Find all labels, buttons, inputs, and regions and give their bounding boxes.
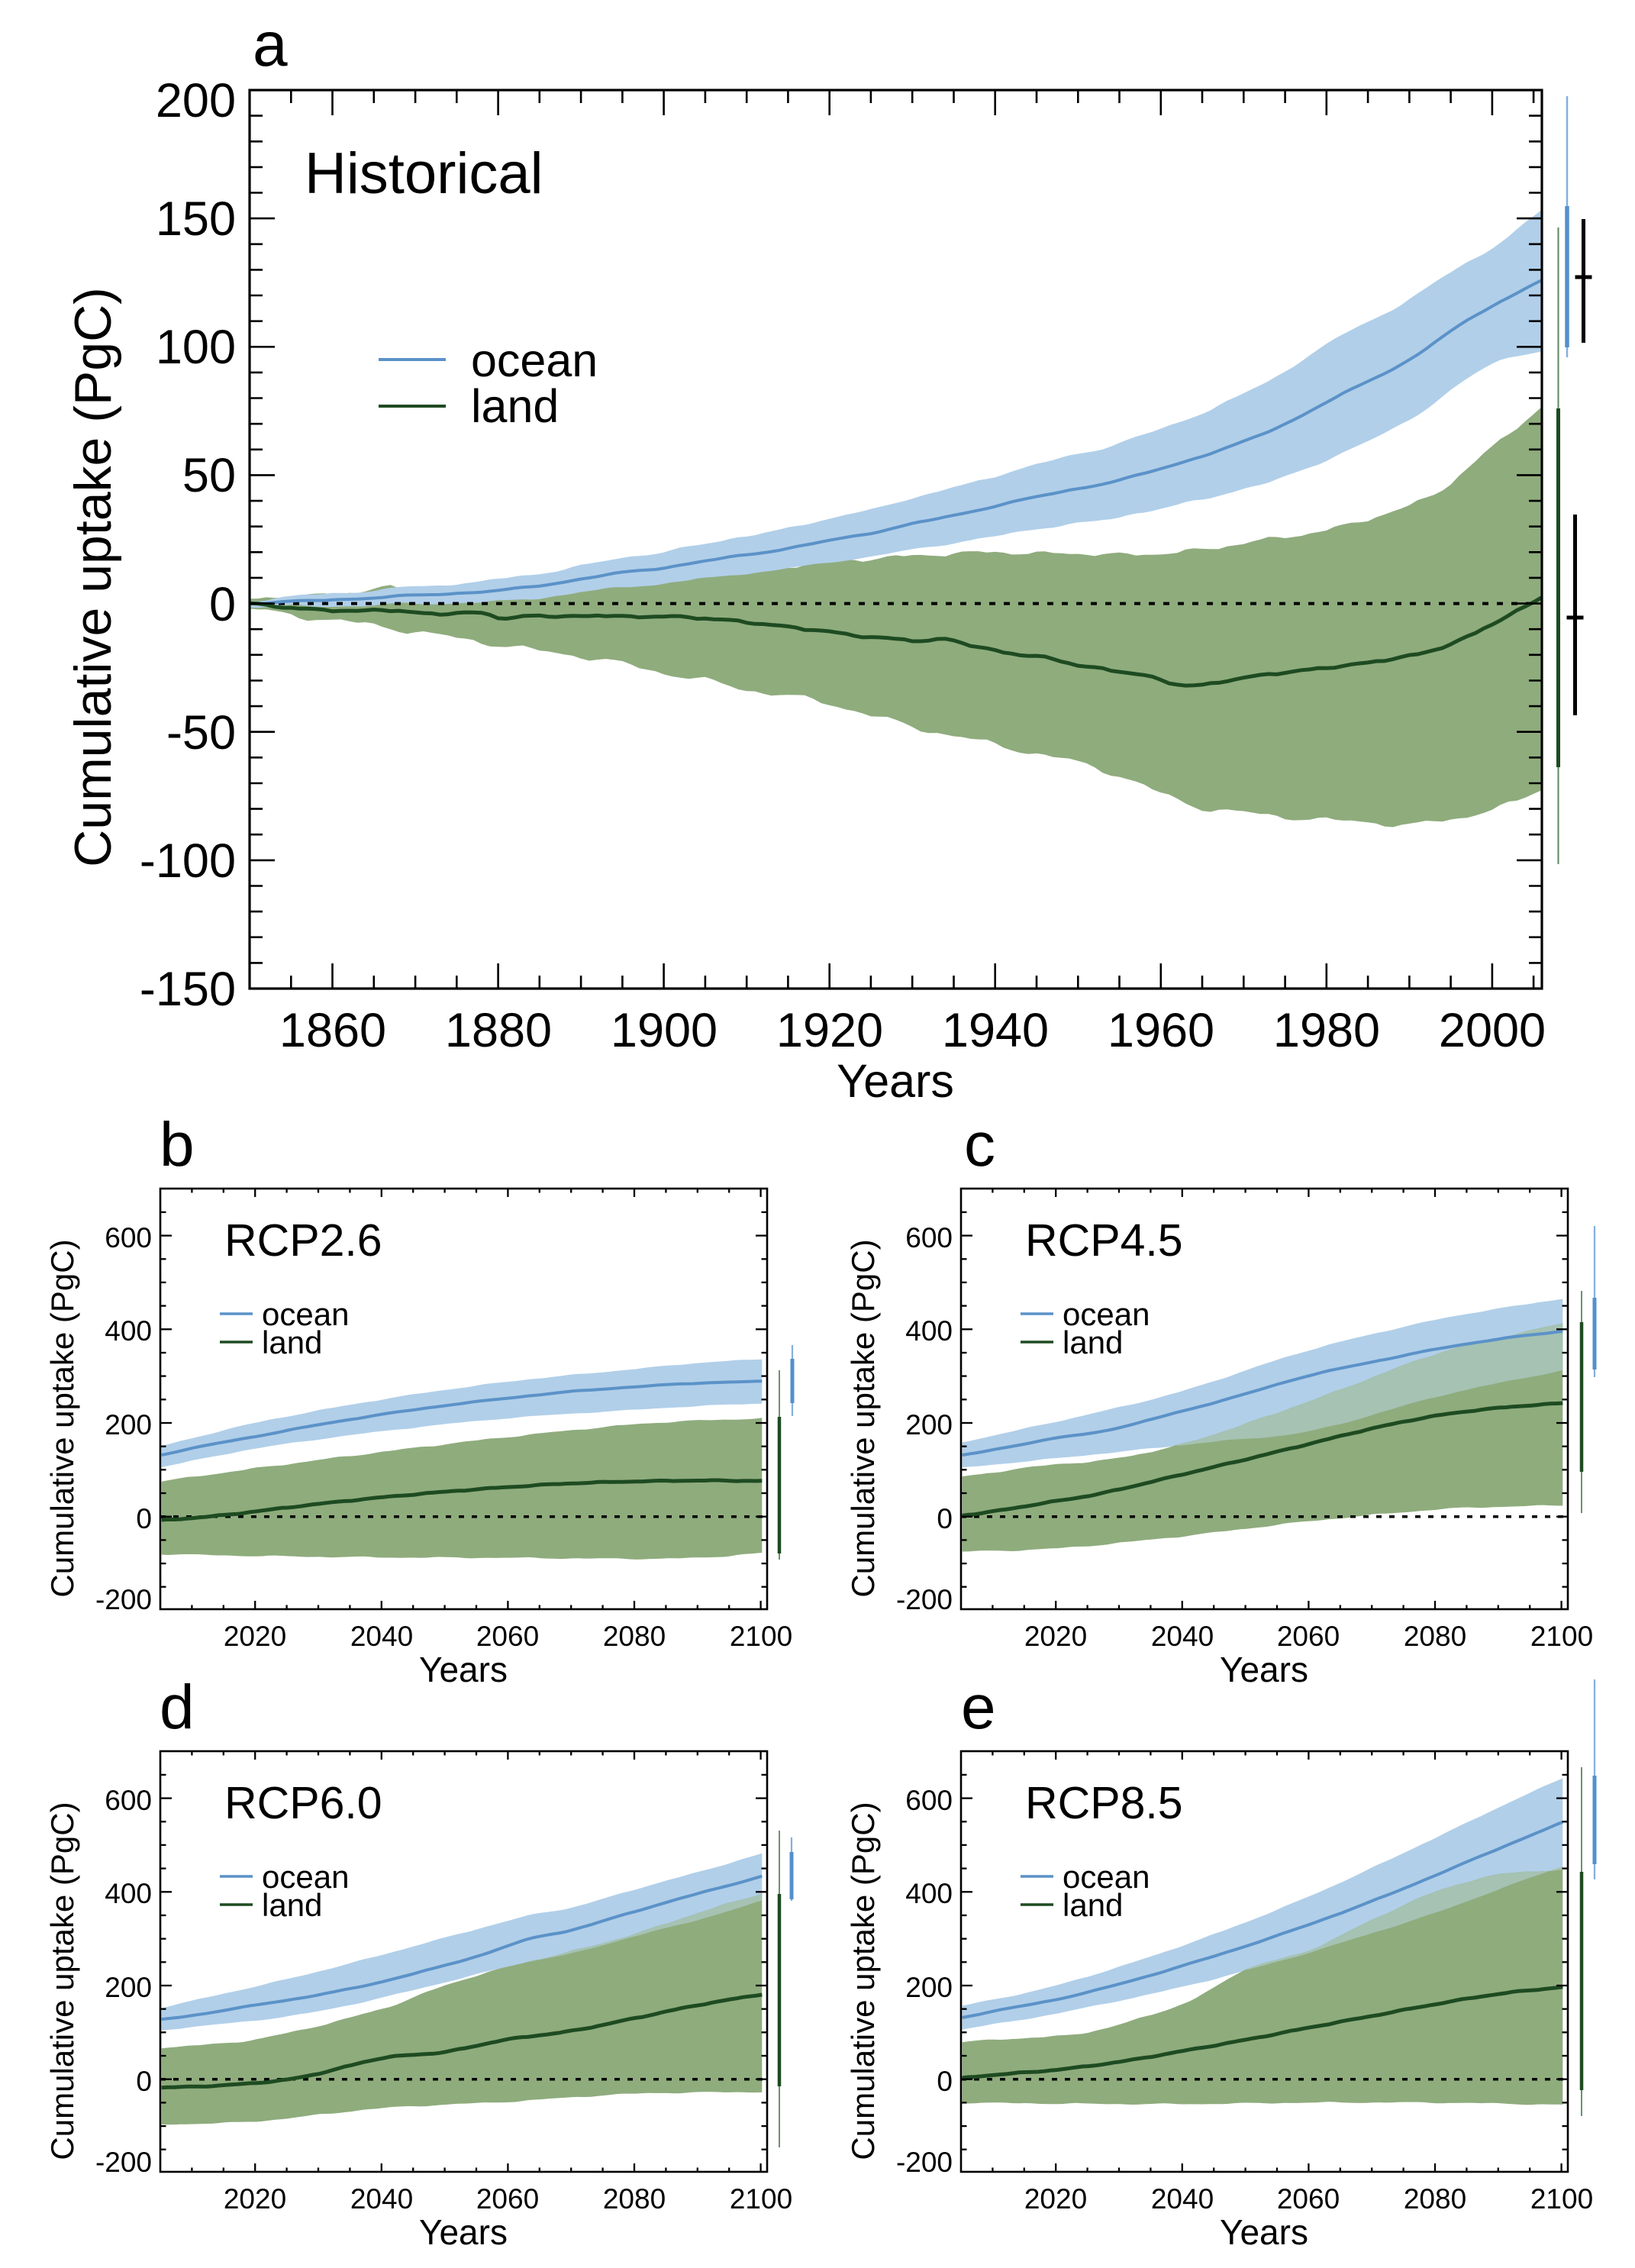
svg-text:2100: 2100 xyxy=(1530,2183,1593,2215)
svg-text:RCP6.0: RCP6.0 xyxy=(224,1778,382,1828)
svg-text:ocean: ocean xyxy=(262,1859,349,1895)
svg-text:150: 150 xyxy=(156,192,236,246)
svg-text:200: 200 xyxy=(105,1972,152,2003)
svg-text:0: 0 xyxy=(136,2066,152,2097)
svg-text:2080: 2080 xyxy=(603,2183,666,2215)
svg-text:2100: 2100 xyxy=(1530,1621,1593,1652)
svg-text:2100: 2100 xyxy=(730,1621,792,1652)
svg-text:2060: 2060 xyxy=(476,2183,539,2215)
svg-text:0: 0 xyxy=(209,578,236,631)
svg-text:400: 400 xyxy=(105,1878,152,1909)
svg-text:RCP4.5: RCP4.5 xyxy=(1025,1215,1183,1266)
svg-text:Cumulative uptake (PgC): Cumulative uptake (PgC) xyxy=(44,1802,80,2160)
svg-text:200: 200 xyxy=(156,74,236,127)
svg-text:-200: -200 xyxy=(896,2147,953,2178)
svg-text:2020: 2020 xyxy=(224,1621,286,1652)
svg-text:600: 600 xyxy=(105,1785,152,1816)
svg-text:2040: 2040 xyxy=(350,2183,413,2215)
svg-text:1980: 1980 xyxy=(1273,1004,1380,1057)
svg-text:land: land xyxy=(262,1887,322,1923)
svg-text:Years: Years xyxy=(419,1650,508,1689)
svg-text:d: d xyxy=(160,1673,195,1742)
svg-text:2000: 2000 xyxy=(1439,1004,1546,1057)
svg-text:1940: 1940 xyxy=(942,1004,1049,1057)
svg-text:Cumulative uptake (PgC): Cumulative uptake (PgC) xyxy=(44,1239,80,1597)
svg-text:-50: -50 xyxy=(166,706,236,760)
svg-text:-100: -100 xyxy=(140,834,236,888)
svg-text:2020: 2020 xyxy=(224,2183,286,2215)
svg-text:1960: 1960 xyxy=(1108,1004,1214,1057)
svg-text:land: land xyxy=(471,380,559,432)
svg-text:b: b xyxy=(160,1110,195,1179)
svg-text:land: land xyxy=(262,1324,322,1360)
svg-text:2100: 2100 xyxy=(730,2183,792,2215)
svg-text:ocean: ocean xyxy=(1063,1296,1150,1332)
svg-text:Years: Years xyxy=(837,1055,954,1107)
svg-text:2080: 2080 xyxy=(1404,2183,1466,2215)
svg-text:200: 200 xyxy=(905,1972,953,2003)
svg-text:2020: 2020 xyxy=(1024,2183,1087,2215)
svg-text:600: 600 xyxy=(905,1222,953,1253)
svg-text:1920: 1920 xyxy=(776,1004,883,1057)
svg-text:c: c xyxy=(964,1110,995,1179)
svg-text:400: 400 xyxy=(905,1315,953,1347)
svg-text:2020: 2020 xyxy=(1024,1621,1087,1652)
svg-text:-200: -200 xyxy=(95,1584,152,1615)
svg-text:ocean: ocean xyxy=(471,334,598,386)
svg-text:e: e xyxy=(961,1673,996,1742)
svg-text:-200: -200 xyxy=(95,2147,152,2178)
svg-text:Historical: Historical xyxy=(305,141,543,206)
svg-text:2040: 2040 xyxy=(1151,1621,1214,1652)
svg-text:1880: 1880 xyxy=(445,1004,552,1057)
svg-text:Years: Years xyxy=(1220,1650,1308,1689)
svg-text:600: 600 xyxy=(105,1222,152,1253)
svg-text:RCP2.6: RCP2.6 xyxy=(224,1215,382,1266)
svg-text:0: 0 xyxy=(937,1503,953,1534)
svg-text:2060: 2060 xyxy=(1277,1621,1340,1652)
svg-text:2080: 2080 xyxy=(1404,1621,1466,1652)
svg-text:2040: 2040 xyxy=(350,1621,413,1652)
svg-text:Cumulative uptake (PgC): Cumulative uptake (PgC) xyxy=(845,1802,881,2160)
svg-text:Years: Years xyxy=(1220,2212,1308,2252)
svg-text:0: 0 xyxy=(937,2066,953,2097)
svg-text:2080: 2080 xyxy=(603,1621,666,1652)
svg-text:400: 400 xyxy=(905,1878,953,1909)
svg-text:100: 100 xyxy=(156,321,236,374)
svg-text:a: a xyxy=(253,10,288,79)
svg-text:ocean: ocean xyxy=(262,1296,349,1332)
svg-text:2060: 2060 xyxy=(476,1621,539,1652)
svg-text:400: 400 xyxy=(105,1315,152,1347)
svg-text:-150: -150 xyxy=(140,963,236,1016)
svg-text:Cumulative uptake (PgC): Cumulative uptake (PgC) xyxy=(64,287,122,867)
svg-text:2040: 2040 xyxy=(1151,2183,1214,2215)
svg-text:land: land xyxy=(1063,1887,1123,1923)
svg-text:200: 200 xyxy=(905,1409,953,1440)
svg-text:2060: 2060 xyxy=(1277,2183,1340,2215)
svg-text:200: 200 xyxy=(105,1409,152,1440)
svg-text:1860: 1860 xyxy=(279,1004,386,1057)
svg-text:Cumulative uptake (PgC): Cumulative uptake (PgC) xyxy=(845,1239,881,1597)
svg-text:Years: Years xyxy=(419,2212,508,2252)
svg-text:0: 0 xyxy=(136,1503,152,1534)
svg-text:600: 600 xyxy=(905,1785,953,1816)
svg-text:land: land xyxy=(1063,1324,1123,1360)
svg-text:50: 50 xyxy=(182,449,236,502)
svg-text:-200: -200 xyxy=(896,1584,953,1615)
svg-text:ocean: ocean xyxy=(1063,1859,1150,1895)
svg-text:1900: 1900 xyxy=(611,1004,718,1057)
svg-text:RCP8.5: RCP8.5 xyxy=(1025,1778,1183,1828)
